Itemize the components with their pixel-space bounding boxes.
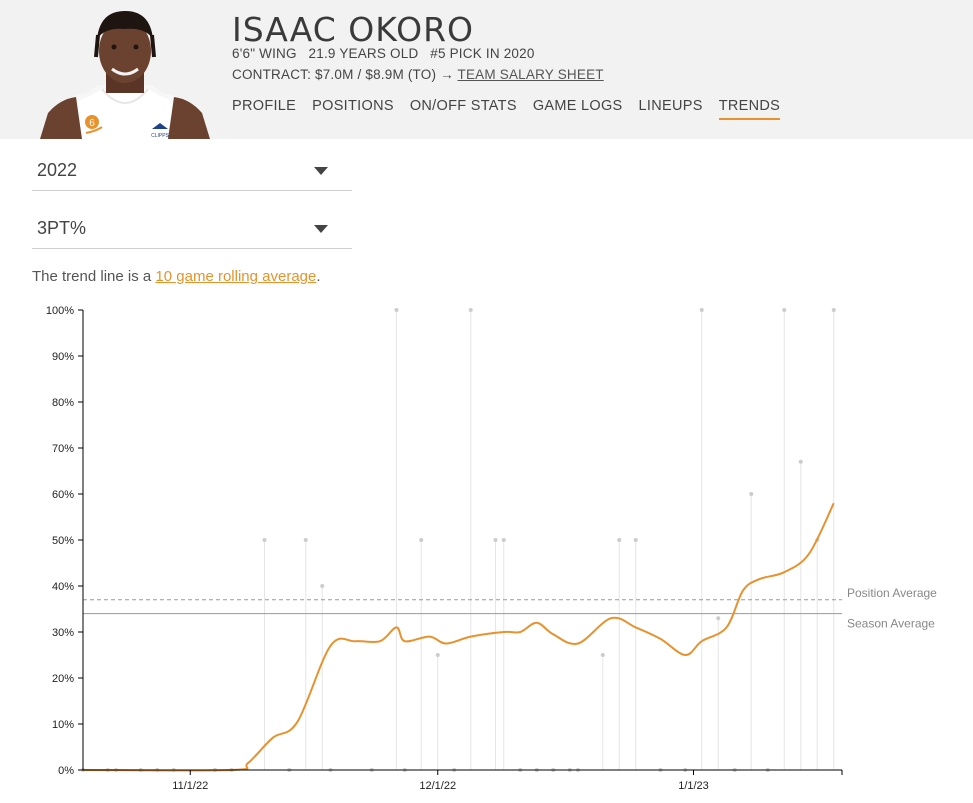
stat-select[interactable]: 3PT% xyxy=(32,208,352,249)
y-tick-label: 30% xyxy=(52,627,74,639)
tab-lineups[interactable]: LINEUPS xyxy=(638,98,703,114)
jersey-number: 6 xyxy=(89,118,95,129)
game-point xyxy=(699,308,704,312)
y-tick-label: 60% xyxy=(52,489,74,501)
game-point xyxy=(468,308,473,312)
y-tick-label: 100% xyxy=(46,305,74,317)
team-logo-text: CLIPPS xyxy=(151,133,169,139)
game-point xyxy=(303,538,308,542)
player-bio: 6'6" WING 21.9 YEARS OLD #5 PICK IN 2020 xyxy=(232,46,535,61)
x-tick-label: 12/1/22 xyxy=(419,780,456,792)
chevron-down-icon xyxy=(314,167,328,175)
game-point xyxy=(600,653,605,657)
game-point xyxy=(617,538,622,542)
player-nav: PROFILE POSITIONS ON/OFF STATS GAME LOGS… xyxy=(232,98,796,120)
game-point xyxy=(262,538,267,542)
trend-line xyxy=(82,502,835,772)
reference-label: Season Average xyxy=(847,617,935,631)
contract-info: CONTRACT: $7.0M / $8.9M (TO) → TEAM SALA… xyxy=(232,67,604,82)
game-point xyxy=(782,308,787,312)
tab-positions[interactable]: POSITIONS xyxy=(312,98,394,114)
y-tick-label: 80% xyxy=(52,397,74,409)
player-headshot: 6 CLIPPS xyxy=(40,5,210,139)
team-salary-sheet-link[interactable]: TEAM SALARY SHEET xyxy=(457,67,604,82)
game-point xyxy=(419,538,424,542)
game-point xyxy=(798,459,803,464)
y-tick-label: 90% xyxy=(52,351,74,363)
player-name: ISAAC OKORO xyxy=(232,10,474,49)
y-tick-label: 50% xyxy=(52,535,74,547)
chevron-down-icon xyxy=(314,225,328,233)
season-select-value: 2022 xyxy=(37,160,78,180)
y-tick-label: 20% xyxy=(52,673,74,685)
y-tick-label: 10% xyxy=(52,719,74,731)
game-point xyxy=(831,308,836,312)
game-point xyxy=(435,653,440,657)
stat-select-value: 3PT% xyxy=(37,218,87,238)
trend-note-suffix: . xyxy=(316,268,321,285)
trend-chart: Position Average Season Average 0% 10% 20% 30… xyxy=(46,305,937,792)
x-tick-label: 1/1/23 xyxy=(678,780,709,792)
tab-game-logs[interactable]: GAME LOGS xyxy=(532,98,623,114)
y-tick-label: 40% xyxy=(52,581,74,593)
game-point xyxy=(501,538,506,542)
tab-on-off-stats[interactable]: ON/OFF STATS xyxy=(409,98,517,114)
y-tick-label: 70% xyxy=(52,443,74,455)
game-point xyxy=(493,538,498,542)
game-point xyxy=(749,492,754,496)
contract-text: CONTRACT: $7.0M / $8.9M (TO) → xyxy=(232,67,454,82)
game-point xyxy=(716,616,721,621)
trend-note-text: The trend line is a xyxy=(32,268,156,285)
x-tick-label: 11/1/22 xyxy=(172,780,208,792)
tab-profile[interactable]: PROFILE xyxy=(232,98,297,114)
game-point xyxy=(394,308,399,312)
tab-trends[interactable]: TRENDS xyxy=(718,98,781,120)
trend-note: The trend line is a 10 game rolling aver… xyxy=(32,268,321,285)
player-header: 6 CLIPPS ISAAC OKORO 6'6" WING 21.9 YEAR… xyxy=(0,0,973,139)
season-select[interactable]: 2022 xyxy=(32,150,352,191)
reference-label: Position Average xyxy=(847,586,937,600)
rolling-average-link[interactable]: 10 game rolling average xyxy=(155,268,317,285)
game-point xyxy=(633,538,638,542)
y-tick-label: 0% xyxy=(58,765,74,777)
game-point xyxy=(320,584,325,588)
